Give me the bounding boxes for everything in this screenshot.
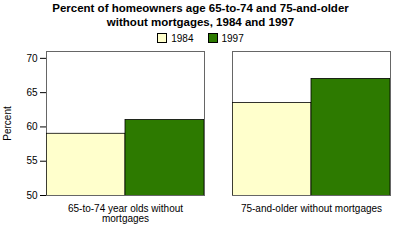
svg-text:65-to-74 year olds withoutmort: 65-to-74 year olds withoutmortgages	[68, 202, 183, 223]
svg-text:75-and-older without mortgages: 75-and-older without mortgages	[241, 202, 382, 213]
svg-text:Percent: Percent	[2, 106, 13, 141]
html-text:1997: 1997	[221, 32, 244, 44]
svg-text:50: 50	[26, 189, 38, 200]
svg-text:70: 70	[26, 52, 38, 63]
html-text:1984: 1984	[171, 32, 194, 44]
svg-text:55: 55	[26, 155, 38, 166]
svg-text:65: 65	[26, 86, 38, 97]
html-text:Percent of homeowners age 65-t: Percent of homeowners age 65-to-74 and 7…	[52, 2, 349, 28]
svg-text:60: 60	[26, 121, 38, 132]
